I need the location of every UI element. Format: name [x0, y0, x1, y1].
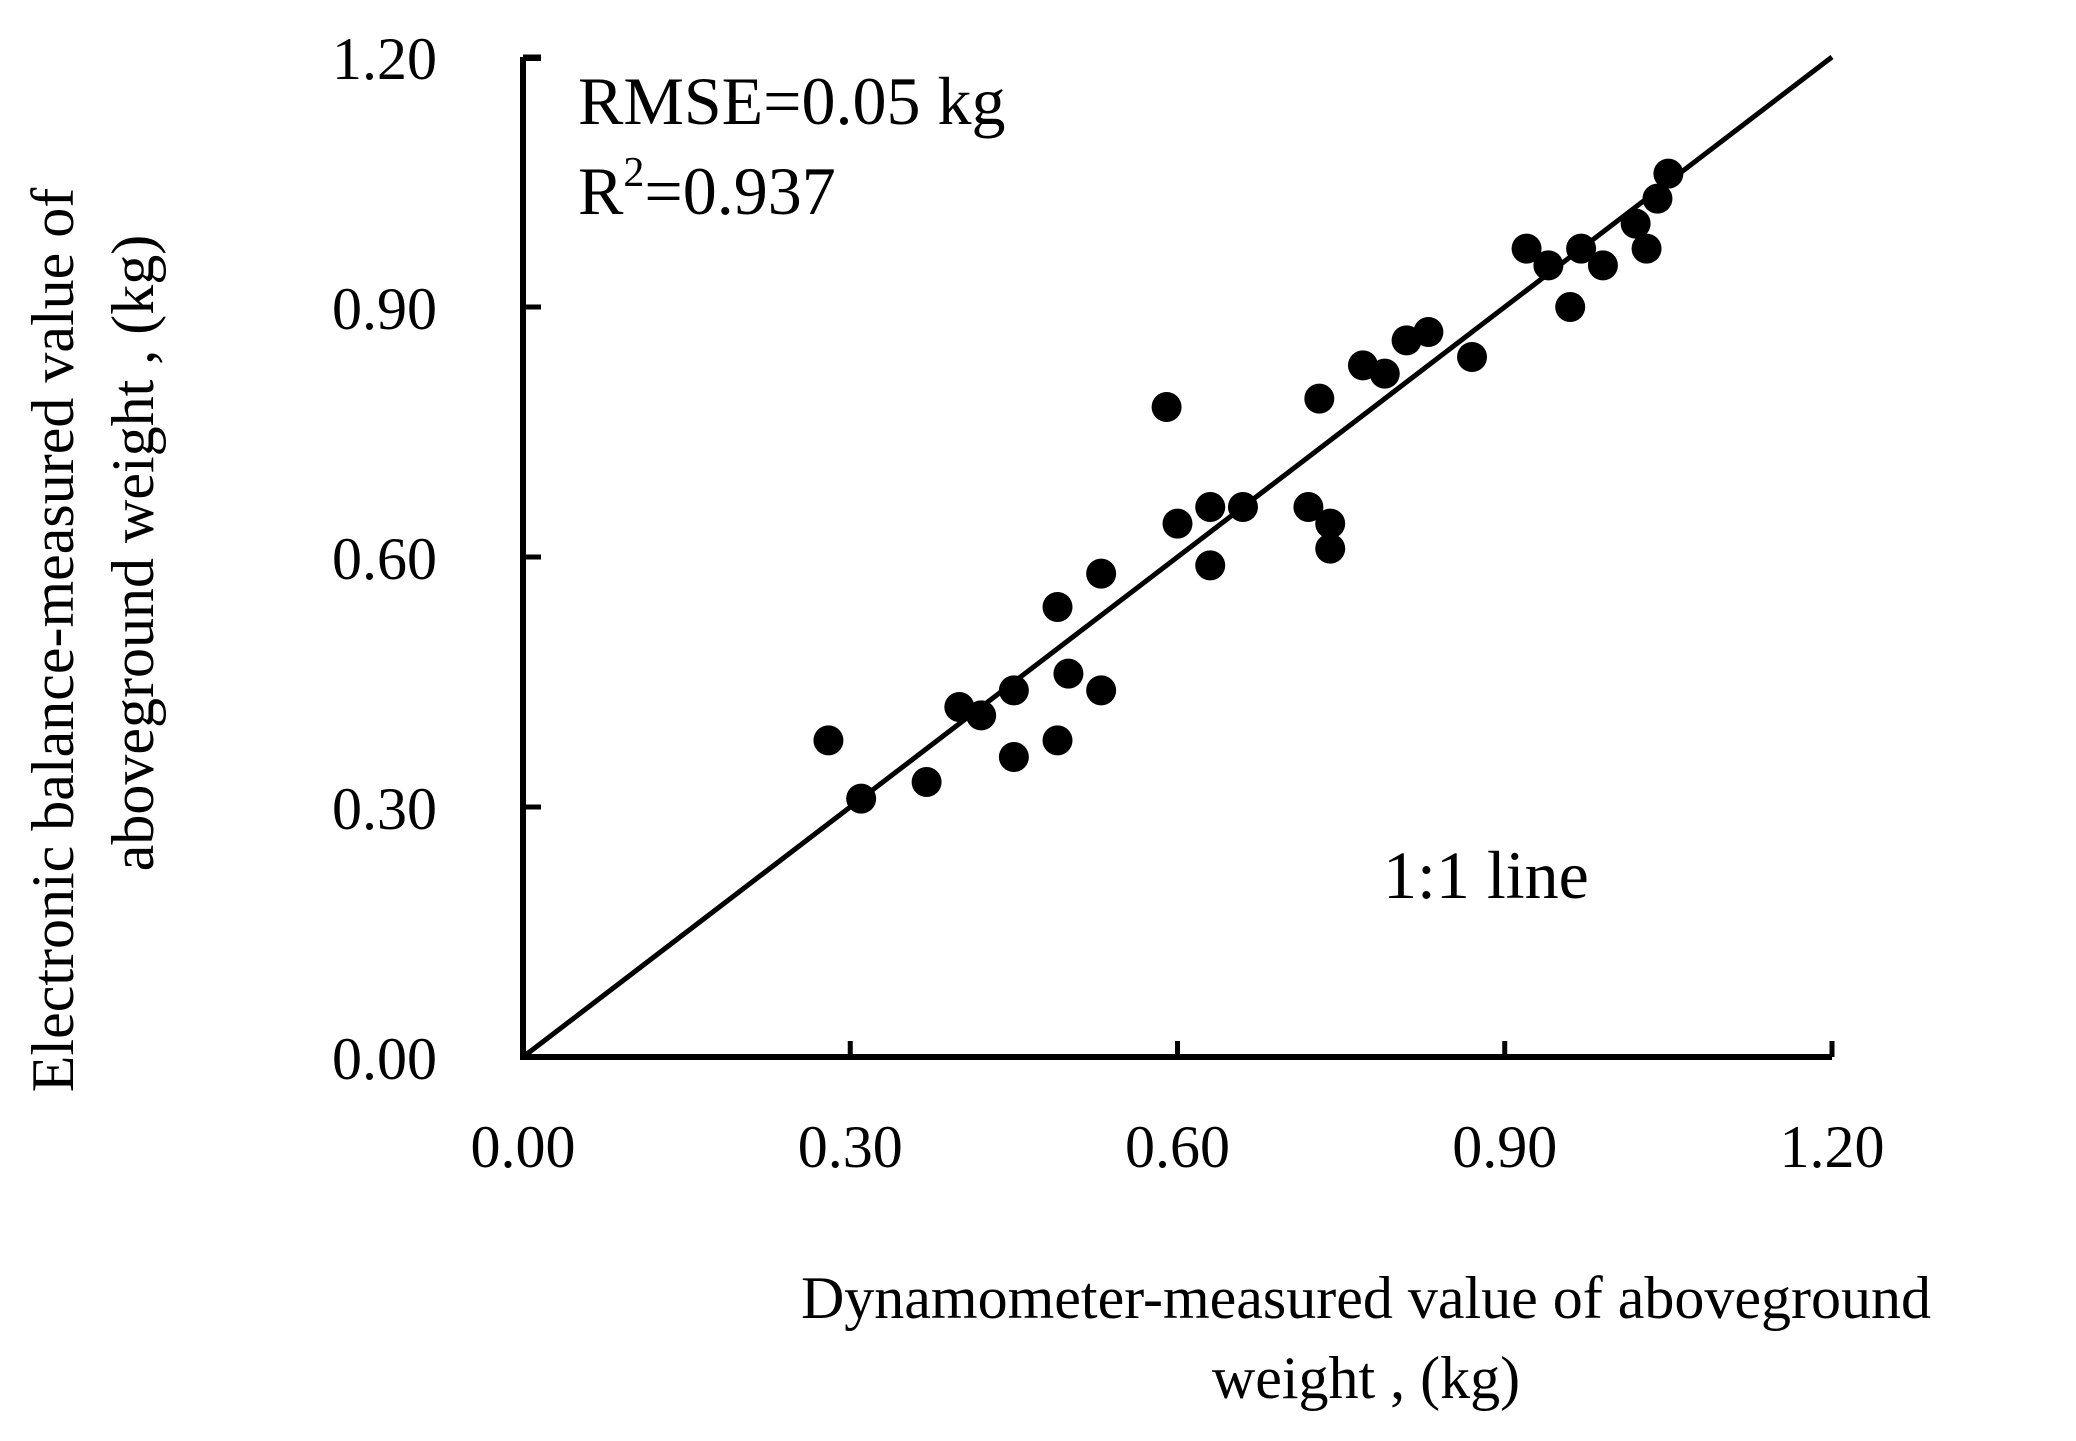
data-point [1293, 492, 1324, 522]
data-points [813, 158, 1684, 814]
data-point [1653, 158, 1684, 189]
data-point [1042, 592, 1073, 622]
data-point [1457, 342, 1488, 372]
data-point [1511, 233, 1542, 264]
data-point [1162, 508, 1193, 539]
data-point [1533, 250, 1564, 281]
r2-annotation: R2=0.937 [578, 150, 836, 229]
r2-value: =0.937 [644, 153, 835, 229]
y-tick-label: 0.30 [332, 776, 437, 842]
data-point [1413, 317, 1444, 347]
data-point [1620, 208, 1651, 239]
x-axis-title-line-1: Dynamometer-measured value of abovegroun… [801, 1265, 1931, 1331]
data-point [1086, 558, 1117, 589]
x-tick-label: 1.20 [1780, 1114, 1885, 1180]
data-point [911, 767, 942, 797]
r2-superscript: 2 [623, 150, 644, 196]
x-tick-label: 0.30 [798, 1114, 903, 1180]
data-point [1151, 392, 1182, 422]
data-point [1555, 292, 1586, 322]
data-point [1566, 233, 1597, 264]
data-point [813, 725, 844, 756]
data-point [1227, 492, 1258, 522]
y-tick-label: 1.20 [332, 26, 437, 92]
x-axis-title-line-2: weight , (kg) [1212, 1345, 1520, 1411]
one-to-one-line-label: 1:1 line [1383, 837, 1589, 913]
data-point [1369, 358, 1400, 389]
data-point [846, 783, 877, 814]
one-to-one-line [521, 55, 1834, 1059]
data-point [1086, 675, 1117, 706]
y-tick-label: 0.90 [332, 276, 437, 342]
r2-prefix: R [578, 153, 624, 229]
data-point [1195, 550, 1226, 581]
data-point [966, 700, 997, 731]
y-tick-label: 0.60 [332, 526, 437, 592]
data-point [1642, 183, 1673, 214]
y-axis-title-line-2: aboveground weight , (kg) [100, 235, 166, 872]
data-point [1042, 725, 1073, 756]
rmse-annotation: RMSE=0.05 kg [578, 63, 1006, 139]
data-point [1304, 383, 1335, 414]
x-tick-label: 0.90 [1452, 1114, 1557, 1180]
data-point [1195, 492, 1226, 522]
data-point [998, 675, 1029, 706]
data-point [1631, 233, 1662, 264]
data-point [1587, 250, 1618, 281]
data-point [1315, 533, 1346, 564]
x-axis-ticks: 0.00 0.30 0.60 0.90 1.20 [471, 1041, 1885, 1180]
y-tick-label: 0.00 [332, 1026, 437, 1092]
x-tick-label: 0.00 [471, 1114, 576, 1180]
data-point [998, 742, 1029, 772]
data-point [1315, 508, 1346, 539]
x-tick-label: 0.60 [1125, 1114, 1230, 1180]
y-axis-ticks: 0.00 0.30 0.60 0.90 1.20 [332, 26, 541, 1092]
data-point [1053, 658, 1084, 689]
y-axis-title-line-1: Electronic balance-measured value of [20, 188, 86, 1093]
